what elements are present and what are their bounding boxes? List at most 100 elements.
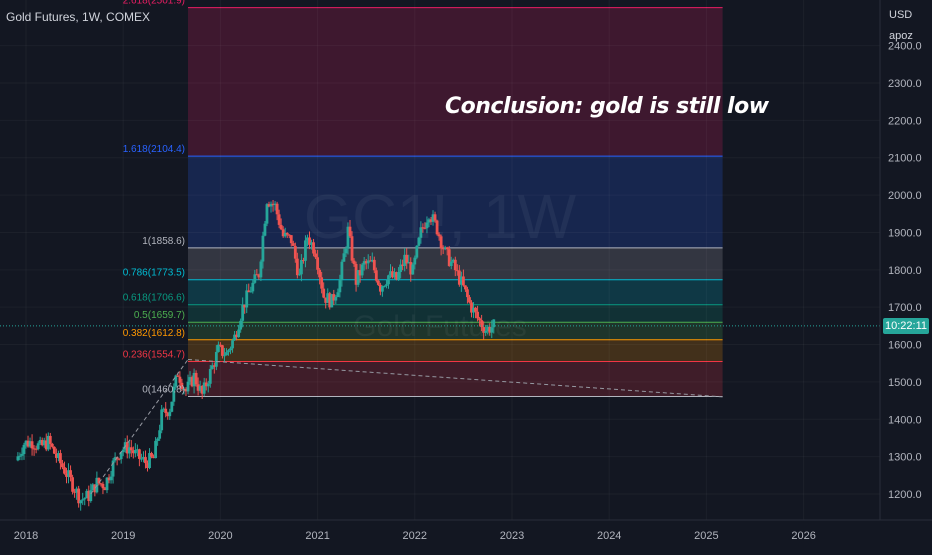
candle-body: [421, 227, 425, 229]
candle-body: [324, 297, 328, 303]
candle-body: [87, 490, 91, 502]
candle-body: [30, 441, 34, 449]
candle-body: [480, 320, 484, 328]
candle-body: [285, 232, 289, 235]
candle-body: [186, 381, 190, 392]
fib-band: [188, 361, 723, 397]
candle-body: [182, 388, 186, 390]
candle-body: [119, 452, 123, 460]
price-tick-label: 2200.0: [888, 115, 922, 127]
candle-body: [267, 204, 271, 207]
time-tick-label: 2018: [14, 530, 38, 542]
price-axis[interactable]: 1200.0 1300.0 1400.0 1500.0 1600.0 1700.0 1800…: [879, 0, 922, 520]
candle-body: [140, 458, 143, 460]
candle-body: [445, 247, 449, 250]
candle-body: [231, 340, 234, 349]
price-tick-label: 1300.0: [888, 452, 922, 464]
trendline[interactable]: [187, 358, 723, 398]
candle-body: [257, 274, 261, 278]
candle-body: [354, 263, 358, 285]
candle-body: [275, 203, 279, 215]
candle-body: [330, 294, 334, 308]
candle-body: [239, 320, 243, 330]
price-tick-label: 1400.0: [888, 414, 922, 426]
candle-body: [133, 450, 137, 454]
candle-body: [170, 401, 174, 412]
candle-body: [348, 226, 352, 237]
grid-lines: [0, 0, 880, 520]
candle-body: [225, 352, 228, 356]
candle-body: [117, 458, 121, 460]
candle-body: [383, 285, 386, 287]
candle-body: [105, 477, 109, 491]
candle-body: [81, 499, 85, 501]
candle-body: [212, 365, 216, 367]
candle-body: [154, 440, 157, 459]
candle-body: [415, 245, 419, 258]
candle-body: [482, 327, 486, 333]
candle-body: [300, 260, 303, 275]
candle-body: [97, 477, 101, 484]
candle-body: [216, 344, 220, 352]
fib-level-label: 1.618(2104.4): [123, 144, 185, 155]
candle-body: [322, 288, 326, 298]
candle-body: [210, 365, 214, 369]
candle-body: [435, 220, 439, 235]
candle-body: [405, 254, 409, 264]
candle-body: [174, 375, 178, 387]
candle-body: [20, 454, 24, 456]
time-tick-label: 2020: [208, 530, 232, 542]
time-tick-label: 2021: [305, 530, 329, 542]
candle-body: [235, 334, 238, 338]
candle-body: [192, 372, 196, 387]
candle-body: [468, 297, 471, 303]
candle-body: [263, 223, 267, 236]
candle-body: [407, 262, 411, 264]
candle-body: [208, 368, 212, 384]
trendline[interactable]: [90, 359, 189, 495]
candle-body: [397, 271, 400, 280]
unit-label: apoz: [889, 30, 913, 42]
candle-body: [372, 259, 376, 271]
candle-body: [312, 242, 315, 254]
candle-body: [50, 443, 54, 447]
candle-body: [135, 449, 139, 451]
candle-body: [320, 277, 324, 289]
candle-body: [26, 440, 30, 447]
candle-body: [304, 240, 307, 261]
fib-level-label: 0.5(1659.7): [134, 310, 185, 321]
candle-body: [453, 259, 457, 271]
candle-body: [443, 247, 447, 250]
candle-body: [75, 488, 79, 493]
candle-body: [32, 448, 36, 450]
candlestick-series: [16, 200, 496, 511]
candle-body: [164, 408, 168, 414]
candle-body: [492, 319, 496, 328]
candle-body: [89, 490, 93, 502]
candle-body: [478, 318, 481, 321]
candle-body: [99, 483, 103, 485]
annotation-text[interactable]: Conclusion: gold is still low: [445, 94, 769, 119]
candle-body: [451, 259, 455, 262]
candle-body: [200, 385, 204, 394]
candle-body: [28, 441, 32, 447]
candle-body: [40, 440, 44, 446]
candle-body: [431, 214, 435, 222]
candle-body: [243, 304, 247, 308]
candle-body: [399, 264, 403, 272]
time-tick-label: 2022: [403, 530, 427, 542]
candle-body: [370, 259, 374, 262]
candle-body: [79, 500, 83, 504]
candle-body: [69, 470, 72, 478]
candle-body: [344, 248, 348, 254]
candle-body: [358, 270, 362, 276]
candle-body: [362, 261, 366, 265]
time-axis[interactable]: 2018 2019 2020 2021 2022 2023 2024 2025 2026: [0, 519, 932, 542]
trendlines[interactable]: [0, 325, 880, 495]
candle-body: [142, 457, 145, 459]
fib-band: [188, 339, 723, 362]
price-tick-label: 1800.0: [888, 265, 922, 277]
candle-body: [160, 409, 164, 431]
